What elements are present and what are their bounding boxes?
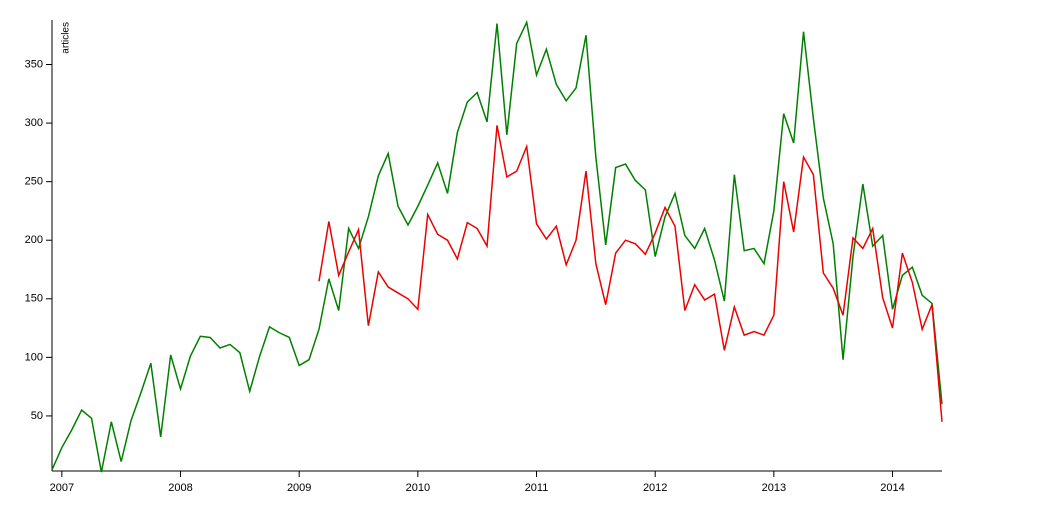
x-tick-label: 2009	[287, 482, 311, 494]
y-tick-label: 350	[25, 58, 43, 70]
line-series	[318, 125, 943, 422]
y-axis-label: articles	[61, 22, 72, 54]
line-series	[51, 19, 943, 473]
y-tick-label: 50	[31, 410, 43, 422]
x-tick-label: 2010	[406, 482, 430, 494]
y-tick-label: 200	[25, 234, 43, 246]
y-tick-label: 150	[25, 293, 43, 305]
x-tick-label: 2007	[50, 482, 74, 494]
x-tick-label: 2012	[643, 482, 667, 494]
y-tick-label: 300	[25, 117, 43, 129]
x-tick-label: 2014	[880, 482, 904, 494]
y-tick-label: 250	[25, 176, 43, 188]
x-tick-label: 2011	[525, 482, 549, 494]
x-tick-label: 2013	[762, 482, 786, 494]
y-tick-label: 100	[25, 351, 43, 363]
x-tick-label: 2008	[168, 482, 192, 494]
